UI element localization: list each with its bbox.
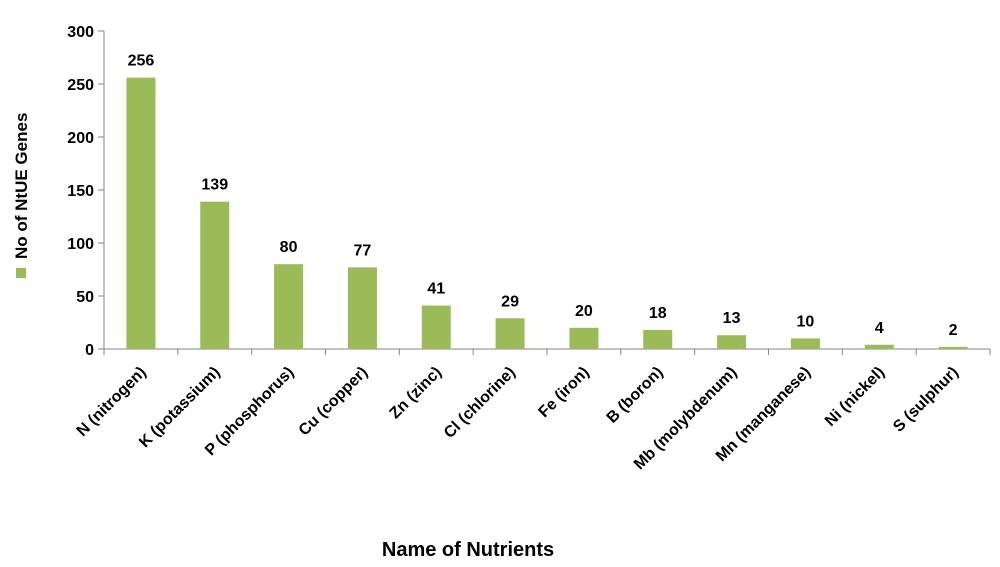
x-tick-label: Cl (chlorine) [441, 364, 519, 442]
y-tick-label: 150 [67, 183, 94, 200]
x-axis-title: Name of Nutrients [382, 539, 554, 561]
legend-swatch [16, 268, 26, 278]
bar [495, 318, 525, 349]
data-label: 256 [128, 53, 155, 70]
bar [864, 344, 894, 349]
x-tick-label: B (boron) [604, 364, 667, 427]
data-label: 2 [949, 322, 958, 339]
bar [938, 346, 968, 349]
y-tick-label: 250 [67, 77, 94, 94]
y-tick-label: 50 [76, 289, 94, 306]
data-label: 20 [575, 303, 593, 320]
legend-label: No of NtUE Genes [12, 113, 31, 259]
bar [717, 335, 747, 349]
data-label: 10 [797, 313, 815, 330]
data-label: 41 [427, 281, 445, 298]
x-tick-label: S (sulphur) [890, 364, 962, 436]
bar [274, 264, 304, 349]
data-label: 4 [875, 320, 884, 337]
y-tick-label: 200 [67, 130, 94, 147]
legend: No of NtUE Genes [12, 113, 31, 278]
bar [643, 329, 673, 349]
bar [569, 327, 599, 349]
bar [790, 338, 820, 349]
x-tick-label: N (nitrogen) [74, 364, 150, 440]
x-tick-label: Zn (zinc) [387, 364, 446, 423]
bar [200, 201, 230, 349]
data-label: 77 [354, 242, 372, 259]
data-label: 80 [280, 239, 298, 256]
data-label: 18 [649, 305, 667, 322]
data-label: 139 [201, 177, 228, 194]
x-tick-label: Fe (iron) [535, 364, 592, 421]
bar [126, 77, 156, 349]
y-tick-label: 100 [67, 236, 94, 253]
data-label: 13 [723, 310, 741, 327]
y-tick-label: 300 [67, 24, 94, 41]
y-tick-label: 0 [85, 342, 94, 359]
data-label: 29 [501, 293, 519, 310]
x-tick-label: Cu (copper) [296, 364, 372, 440]
x-tick-label: Ni (nickel) [822, 364, 888, 430]
bar [347, 267, 377, 349]
bar [421, 305, 451, 349]
